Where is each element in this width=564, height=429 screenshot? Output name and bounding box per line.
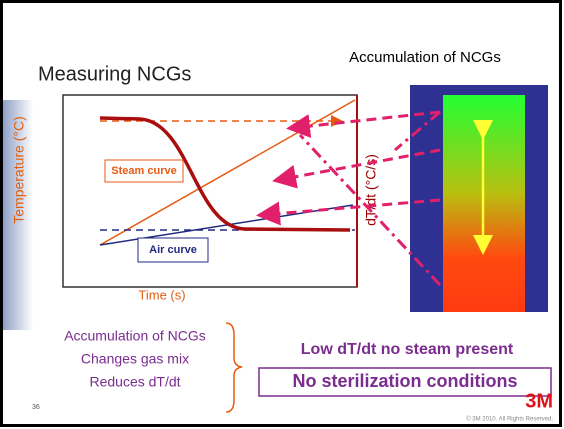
effect: Reduces dT/dt (89, 374, 180, 390)
panel-title: Accumulation of NCGs (349, 49, 501, 66)
logo: 3M (525, 390, 553, 412)
result: No sterilization conditions (292, 371, 517, 391)
slide-title: Measuring NCGs (38, 63, 191, 85)
effect: Accumulation of NCGs (64, 328, 206, 344)
x-axis-label: Time (s) (138, 287, 185, 302)
conclusion: Low dT/dt no steam present (301, 341, 514, 358)
steam-label: Steam curve (111, 165, 176, 177)
air-label: Air curve (149, 244, 197, 256)
slide: Measuring NCGs Accumulation of NCGs Temp… (0, 0, 564, 429)
copyright: © 3M 2010. All Rights Reserved. (466, 416, 553, 423)
page-number: 36 (32, 404, 40, 411)
y-axis-label: Temperature (°C) (11, 116, 27, 224)
effect: Changes gas mix (81, 351, 189, 367)
